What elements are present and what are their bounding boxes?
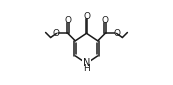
Text: O: O <box>102 16 109 25</box>
Text: O: O <box>83 12 90 21</box>
Text: N: N <box>83 58 90 68</box>
Text: O: O <box>113 29 120 38</box>
Text: O: O <box>53 29 60 38</box>
Text: H: H <box>83 63 90 73</box>
Text: O: O <box>64 16 71 25</box>
